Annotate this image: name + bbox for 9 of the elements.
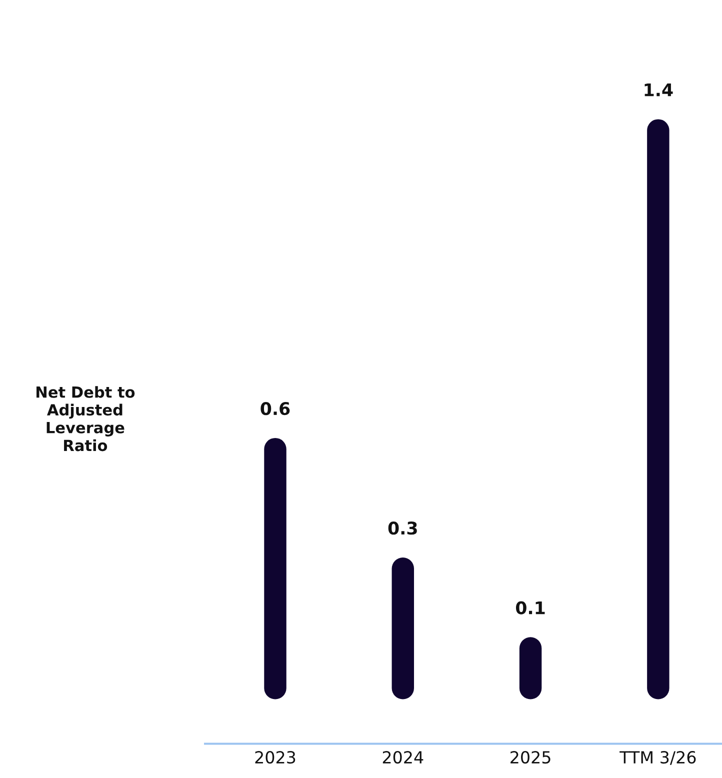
text: Net Debt to Adjusted Leverage Ratio — [36, 386, 135, 452]
x-tick-label: TTM 3/26 — [620, 750, 696, 765]
data-label: 1.4 — [644, 84, 673, 96]
x-tick-label: 2025 — [510, 750, 550, 764]
x-tick-label: 2023 — [255, 750, 296, 764]
x-tick-label: 2024 — [382, 750, 424, 764]
data-label: 0.6 — [260, 402, 290, 416]
data-label: 0.1 — [516, 601, 545, 614]
data-label: 0.3 — [388, 522, 417, 535]
